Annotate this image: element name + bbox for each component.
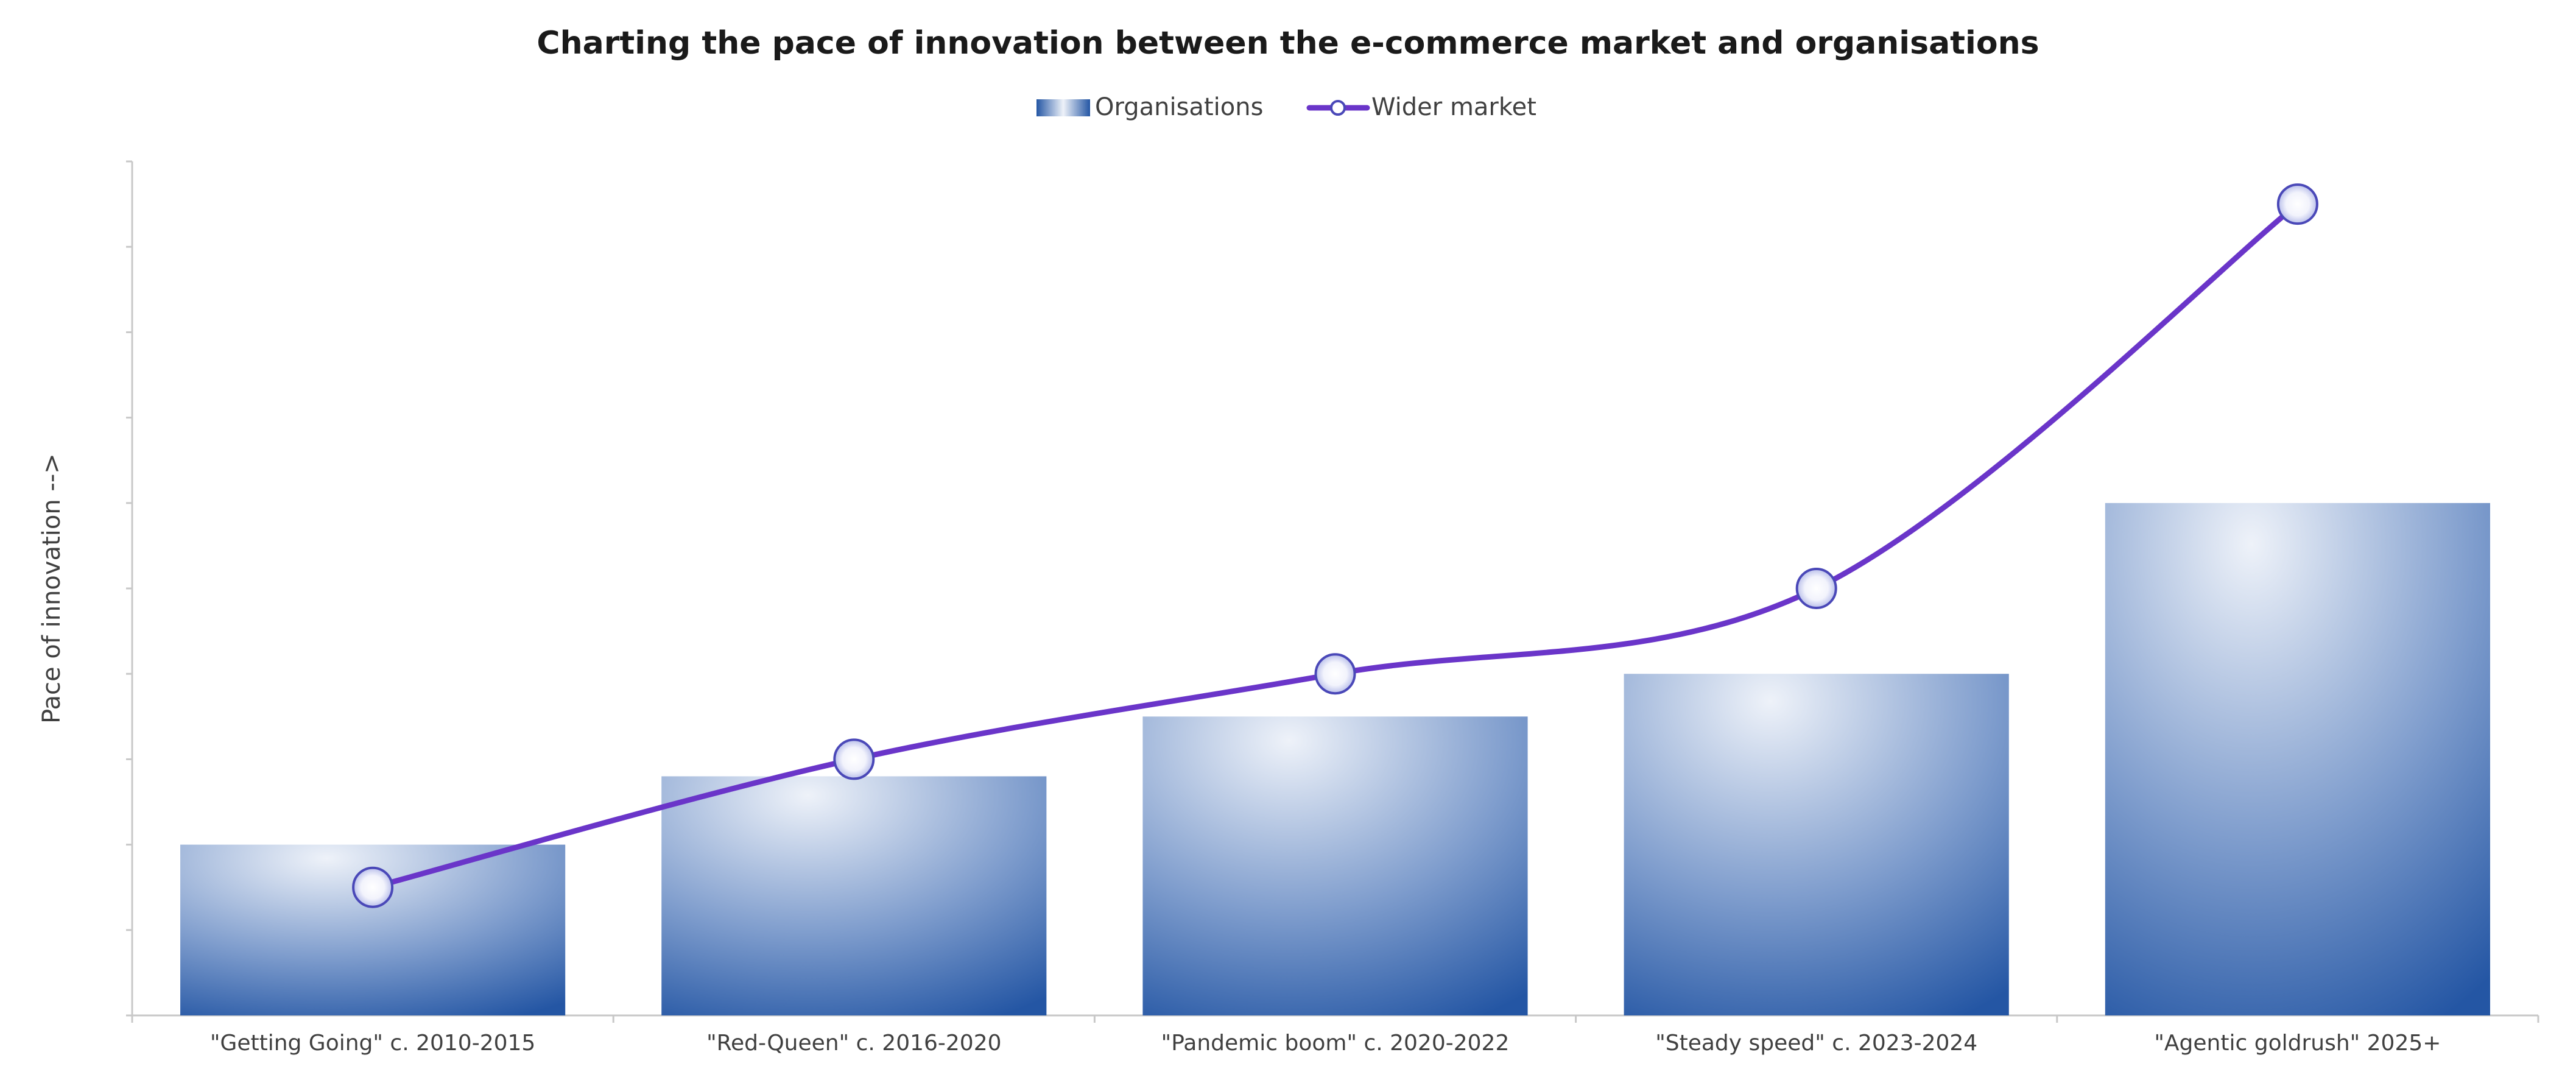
bar-organisations — [2105, 503, 2490, 1015]
bar-organisations — [661, 776, 1047, 1015]
x-tick-label: "Steady speed" c. 2023-2024 — [1655, 1031, 1977, 1056]
y-axis-label: Pace of innovation --> — [38, 453, 66, 724]
x-tick-label: "Red-Queen" c. 2016-2020 — [706, 1031, 1001, 1056]
legend-label-organisations: Organisations — [1095, 93, 1263, 121]
x-tick-label: "Pandemic boom" c. 2020-2022 — [1161, 1031, 1510, 1056]
x-tick-label: "Agentic goldrush" 2025+ — [2154, 1031, 2441, 1056]
bars-organisations — [180, 503, 2490, 1015]
legend-swatch-organisations — [1036, 99, 1090, 116]
x-tick-labels: "Getting Going" c. 2010-2015 "Red-Queen" … — [210, 1031, 2441, 1056]
chart-title: Charting the pace of innovation between … — [537, 25, 2039, 62]
point-wider-market — [833, 738, 875, 780]
x-tick-label: "Getting Going" c. 2010-2015 — [210, 1031, 535, 1056]
line-wider-market — [352, 183, 2318, 908]
point-wider-market — [2276, 183, 2318, 225]
bar-organisations — [1142, 716, 1528, 1015]
legend: Organisations Wider market — [1036, 93, 1536, 121]
point-wider-market — [1795, 568, 1837, 609]
legend-label-wider-market: Wider market — [1371, 93, 1536, 121]
bar-organisations — [1624, 674, 2009, 1015]
point-wider-market — [352, 866, 394, 908]
point-wider-market — [1314, 653, 1356, 695]
legend-swatch-marker-wider-market — [1330, 100, 1346, 116]
